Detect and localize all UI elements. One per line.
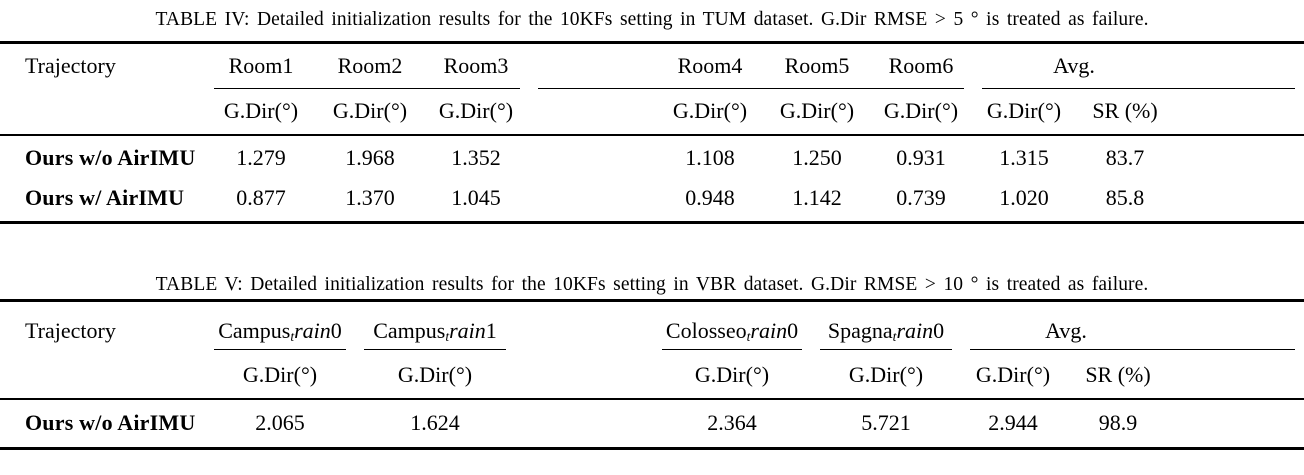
value-cell: 1.624 [410, 410, 460, 435]
value-cell: 1.045 [451, 185, 501, 210]
cmidrule-colosseo [653, 349, 811, 357]
value-cell: 1.250 [792, 145, 842, 170]
cmidrule-avg [961, 349, 1304, 357]
column-header-room2: Room2 [337, 53, 403, 78]
value-cell: 1.142 [792, 185, 842, 210]
table5: Trajectory Campustrain0 Campustrain1 Col… [0, 299, 1304, 450]
metric-header: G.Dir(°) [355, 357, 515, 400]
cmidrule-campus-train1 [355, 349, 515, 357]
table4-header-row-metrics: G.Dir(°) G.Dir(°) G.Dir(°) G.Dir(°) G.Di… [0, 94, 1304, 136]
table5-trajectory-header: Trajectory [25, 318, 116, 343]
column-header-campus-train1: Campustrain1 [373, 318, 497, 344]
value-cell: 0.931 [896, 145, 946, 170]
column-header-avg: Avg. [1045, 318, 1087, 343]
metric-header: G.Dir(°) [961, 357, 1065, 400]
rule-spacer [0, 85, 205, 94]
cmidrule-avg [973, 85, 1304, 94]
cmidrule-campus-train0 [205, 349, 355, 357]
value-cell: 2.065 [255, 410, 305, 435]
column-header-room4: Room4 [677, 53, 743, 78]
table5-header-row-metrics: G.Dir(°) G.Dir(°) G.Dir(°) G.Dir(°) G.Di… [0, 357, 1304, 400]
value-cell: 0.877 [236, 185, 286, 210]
column-gap [515, 301, 653, 350]
metric-header: G.Dir(°) [973, 94, 1075, 136]
value-cell: 1.968 [345, 145, 395, 170]
metric-header: G.Dir(°) [811, 357, 961, 400]
value-cell: 0.739 [896, 185, 946, 210]
cmidrule-spagna [811, 349, 961, 357]
row-label-ours-w-airimu: Ours w/ AirIMU [25, 185, 185, 210]
table-row: Ours w/o AirIMU 1.279 1.968 1.352 1.108 … [0, 135, 1304, 178]
cmidrule-rooms-1-3 [205, 85, 529, 94]
table-row: Ours w/ AirIMU 0.877 1.370 1.045 0.948 1… [0, 178, 1304, 223]
column-header-room3: Room3 [443, 53, 509, 78]
right-margin [1175, 135, 1304, 178]
table5-caption: TABLE V: Detailed initialization results… [155, 274, 1149, 295]
value-cell: 1.315 [999, 145, 1049, 170]
sr-header: SR (%) [1075, 94, 1176, 136]
column-gap [529, 94, 655, 136]
rule-spacer [0, 349, 205, 357]
value-cell: 83.7 [1105, 145, 1145, 170]
column-gap [515, 357, 653, 400]
column-header-room1: Room1 [228, 53, 294, 78]
value-cell: 1.108 [685, 145, 735, 170]
right-margin [1175, 43, 1304, 86]
metric-header: G.Dir(°) [655, 94, 765, 136]
column-header-colosseo-train0: Colosseotrain0 [665, 318, 799, 344]
table4-cmidrule-row [0, 85, 1304, 94]
metric-header: G.Dir(°) [869, 94, 973, 136]
table4: Trajectory Room1 Room2 Room3 Room4 Room5… [0, 41, 1304, 224]
empty-cell [0, 357, 205, 400]
empty-cell [0, 94, 205, 136]
column-header-campus-train0: Campustrain0 [218, 318, 342, 344]
table5-header-row-groups: Trajectory Campustrain0 Campustrain1 Col… [0, 301, 1304, 350]
row-label-ours-wo-airimu: Ours w/o AirIMU [25, 145, 196, 170]
value-cell: 5.721 [861, 410, 911, 435]
metric-header: G.Dir(°) [205, 357, 355, 400]
value-cell: 1.279 [236, 145, 286, 170]
right-margin [1171, 301, 1304, 350]
column-header-room6: Room6 [888, 53, 954, 78]
value-cell: 2.944 [988, 410, 1038, 435]
sr-header: SR (%) [1065, 357, 1172, 400]
metric-header: G.Dir(°) [653, 357, 811, 400]
table4-caption: TABLE IV: Detailed initialization result… [155, 9, 1149, 30]
value-cell: 85.8 [1105, 185, 1145, 210]
value-cell: 2.364 [707, 410, 757, 435]
right-margin [1171, 357, 1304, 400]
rule-spacer [515, 349, 653, 357]
column-header-avg: Avg. [1053, 53, 1095, 78]
column-header-spagna-train0: Spagnatrain0 [827, 318, 945, 344]
metric-header: G.Dir(°) [205, 94, 317, 136]
cmidrule-rooms-4-6 [529, 85, 973, 94]
value-cell: 98.9 [1098, 410, 1138, 435]
metric-header: G.Dir(°) [317, 94, 423, 136]
column-header-room5: Room5 [784, 53, 850, 78]
value-cell: 1.352 [451, 145, 501, 170]
column-gap [529, 135, 655, 178]
right-margin [1171, 399, 1304, 449]
row-label-ours-wo-airimu: Ours w/o AirIMU [25, 410, 196, 435]
metric-header: G.Dir(°) [765, 94, 869, 136]
value-cell: 1.020 [999, 185, 1049, 210]
table4-header-row-groups: Trajectory Room1 Room2 Room3 Room4 Room5… [0, 43, 1304, 86]
table-row: Ours w/o AirIMU 2.065 1.624 2.364 5.721 … [0, 399, 1304, 449]
metric-header: G.Dir(°) [423, 94, 529, 136]
right-margin [1175, 178, 1304, 223]
table4-trajectory-header: Trajectory [25, 53, 116, 78]
value-cell: 0.948 [685, 185, 735, 210]
column-gap [515, 399, 653, 449]
table5-cmidrule-row [0, 349, 1304, 357]
value-cell: 1.370 [345, 185, 395, 210]
column-gap [529, 43, 655, 86]
column-gap [529, 178, 655, 223]
right-margin [1175, 94, 1304, 136]
